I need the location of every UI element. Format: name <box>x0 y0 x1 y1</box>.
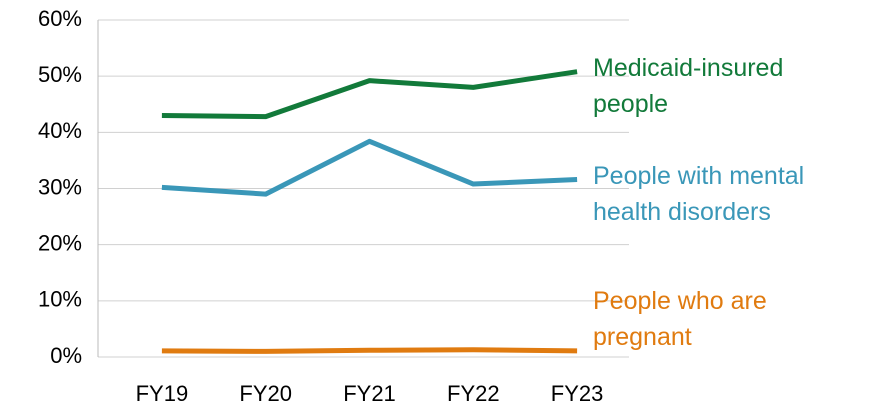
y-tick-label: 10% <box>38 287 82 312</box>
x-tick-label: FY23 <box>551 381 604 406</box>
series-line <box>161 69 578 120</box>
y-tick-label: 30% <box>38 174 82 199</box>
x-tick-label: FY21 <box>343 381 396 406</box>
y-tick-label: 40% <box>38 118 82 143</box>
series-label: People with mental health disorders <box>593 162 805 226</box>
x-tick-label: FY19 <box>136 381 189 406</box>
x-tick-label: FY20 <box>239 381 292 406</box>
series-label: Medicaid-insured people <box>593 54 784 118</box>
series-line <box>161 138 578 197</box>
y-tick-label: 60% <box>38 6 82 31</box>
series-line <box>161 347 578 354</box>
y-tick-label: 50% <box>38 62 82 87</box>
y-tick-label: 20% <box>38 230 82 255</box>
x-tick-label: FY22 <box>447 381 500 406</box>
series-label: People who are pregnant <box>593 287 767 351</box>
y-tick-label: 0% <box>50 343 82 368</box>
